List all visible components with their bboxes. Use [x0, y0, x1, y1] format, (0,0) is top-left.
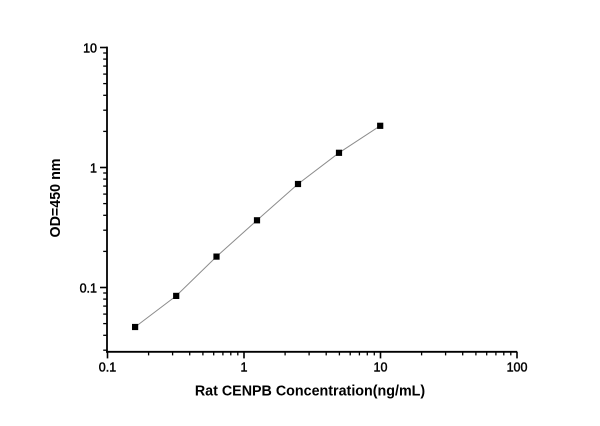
svg-text:1: 1: [90, 162, 97, 176]
svg-text:OD=450 nm: OD=450 nm: [48, 158, 64, 237]
svg-text:0.1: 0.1: [99, 361, 116, 375]
svg-text:1: 1: [241, 361, 248, 375]
svg-text:10: 10: [83, 42, 97, 56]
svg-text:0.1: 0.1: [80, 282, 97, 296]
svg-text:10: 10: [374, 361, 388, 375]
svg-text:100: 100: [507, 361, 528, 375]
svg-text:Rat CENPB Concentration(ng/mL): Rat CENPB Concentration(ng/mL): [195, 384, 426, 400]
